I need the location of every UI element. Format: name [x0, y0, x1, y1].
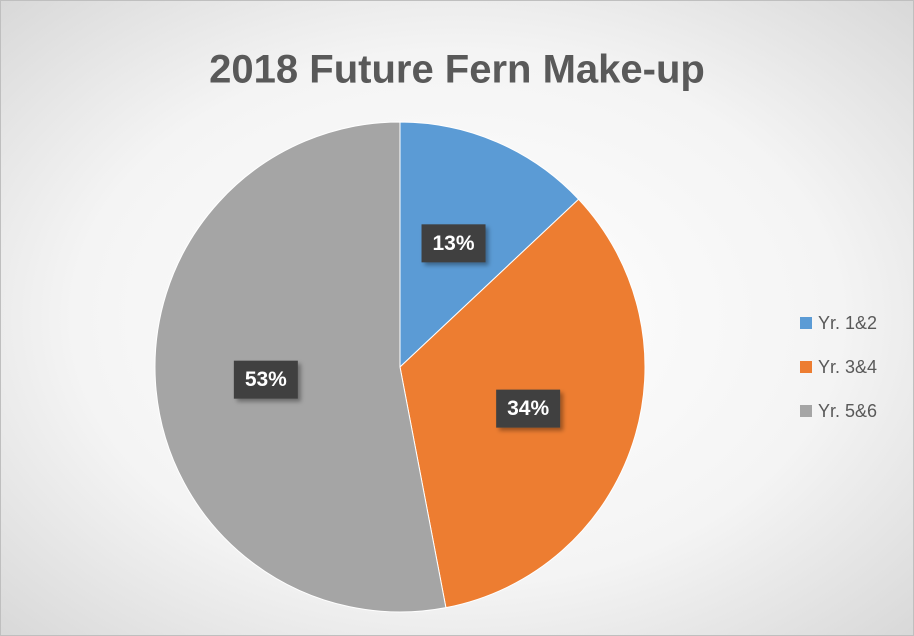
- legend-label: Yr. 3&4: [818, 357, 877, 377]
- data-label: 13%: [421, 224, 486, 263]
- legend-label: Yr. 5&6: [818, 401, 877, 421]
- data-label: 34%: [496, 389, 561, 428]
- legend-label: Yr. 1&2: [818, 313, 877, 333]
- legend-swatch: [800, 317, 812, 329]
- pie-slice: [154, 121, 447, 613]
- legend-swatch: [800, 405, 812, 417]
- pie: [154, 121, 646, 613]
- data-label-box: [496, 389, 561, 428]
- data-label: 53%: [233, 360, 298, 399]
- data-label-box: [233, 360, 298, 399]
- data-label-text: 53%: [245, 368, 287, 391]
- pie-slice: [399, 121, 580, 369]
- legend-swatch: [800, 361, 812, 373]
- data-label-text: 13%: [433, 232, 475, 255]
- chart-title: 2018 Future Fern Make-up: [209, 48, 705, 92]
- data-label-text: 34%: [507, 397, 549, 420]
- value-labels: 13% 34% 53%: [233, 224, 561, 428]
- legend: Yr. 1&2 Yr. 3&4 Yr. 5&6: [800, 313, 877, 421]
- data-label-box: [421, 224, 486, 263]
